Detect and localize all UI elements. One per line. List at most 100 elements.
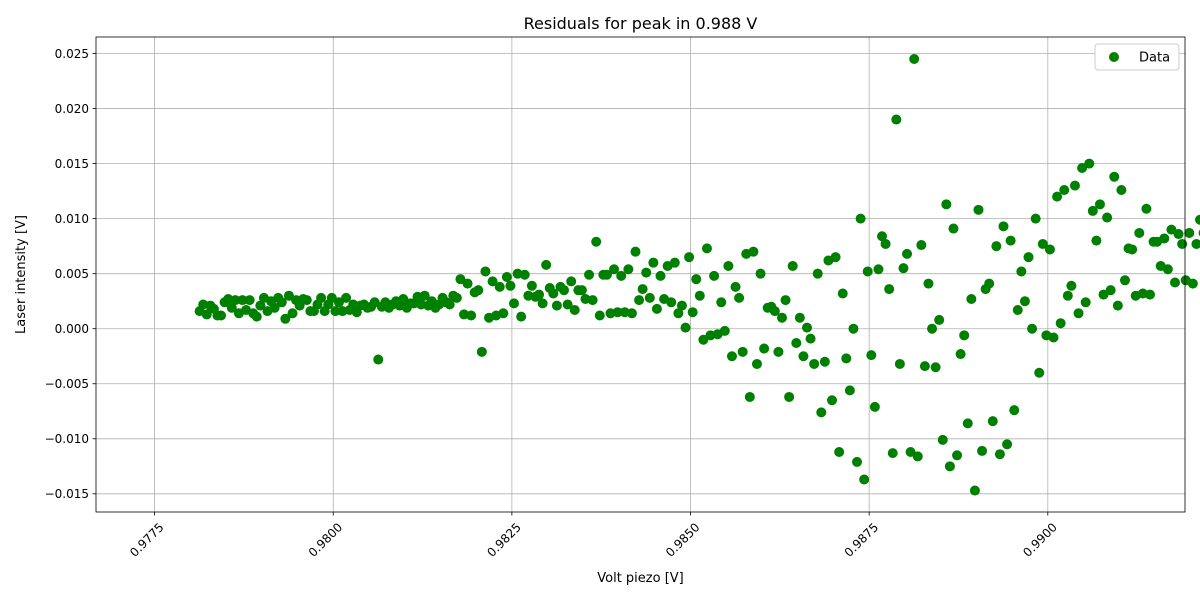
data-point — [591, 236, 602, 247]
data-point — [841, 353, 852, 364]
data-point — [1191, 238, 1200, 249]
data-point — [548, 288, 559, 299]
data-point — [1112, 300, 1123, 311]
data-point — [730, 281, 741, 292]
data-point — [984, 278, 995, 289]
data-point — [1173, 229, 1184, 240]
data-point — [1141, 203, 1152, 214]
data-point — [902, 248, 913, 259]
data-point — [773, 346, 784, 357]
data-point — [1073, 308, 1084, 319]
data-point — [848, 323, 859, 334]
y-tick-label: 0.015 — [55, 157, 89, 171]
data-point — [1027, 323, 1038, 334]
data-point — [780, 295, 791, 306]
data-point — [1030, 213, 1041, 224]
data-point — [476, 346, 487, 357]
data-point — [791, 338, 802, 349]
data-point — [498, 308, 509, 319]
data-point — [744, 391, 755, 402]
data-point — [898, 263, 909, 274]
data-point — [680, 322, 691, 333]
data-point — [830, 252, 841, 263]
data-point — [569, 305, 580, 316]
legend-label-data: Data — [1139, 51, 1170, 66]
data-point — [566, 276, 577, 287]
data-point — [866, 350, 877, 361]
data-point — [759, 343, 770, 354]
data-point — [687, 307, 698, 318]
data-point — [719, 325, 730, 336]
y-tick-label: 0.010 — [55, 212, 89, 226]
data-point — [1012, 305, 1023, 316]
data-point — [1144, 289, 1155, 300]
data-point — [473, 285, 484, 296]
data-point — [884, 284, 895, 295]
data-point — [894, 358, 905, 369]
data-point — [991, 241, 1002, 252]
x-tick-label: 0.9800 — [306, 520, 346, 560]
data-point — [701, 243, 712, 254]
data-point — [501, 271, 512, 282]
data-point — [834, 447, 845, 458]
y-tick-label: −0.005 — [45, 377, 89, 391]
data-point — [251, 311, 262, 322]
data-point — [1019, 296, 1030, 307]
data-point — [612, 307, 623, 318]
data-point — [837, 288, 848, 299]
data-point — [526, 280, 537, 291]
data-point — [637, 284, 648, 295]
data-point — [944, 461, 955, 472]
data-point — [1052, 191, 1063, 202]
y-tick-label: 0.000 — [55, 322, 89, 336]
y-tick-label: 0.025 — [55, 47, 89, 61]
data-point — [1069, 180, 1080, 191]
data-point — [1087, 205, 1098, 216]
data-point — [1002, 439, 1013, 450]
data-point — [1037, 238, 1048, 249]
data-point — [534, 289, 545, 300]
data-point — [955, 349, 966, 360]
data-point — [455, 274, 466, 285]
data-point — [909, 54, 920, 65]
data-point — [466, 310, 477, 321]
data-point — [341, 292, 352, 303]
data-point — [398, 293, 409, 304]
data-point — [966, 293, 977, 304]
data-point — [769, 306, 780, 317]
data-point — [1005, 235, 1016, 246]
y-tick-label: −0.010 — [45, 432, 89, 446]
data-points — [194, 54, 1200, 496]
data-point — [623, 264, 634, 275]
x-tick-label: 0.9900 — [1020, 520, 1060, 560]
data-point — [516, 311, 527, 322]
data-point — [487, 276, 498, 287]
data-point — [369, 297, 380, 308]
data-point — [794, 312, 805, 323]
data-point — [948, 223, 959, 234]
data-point — [751, 358, 762, 369]
data-point — [562, 299, 573, 310]
data-point — [541, 259, 552, 270]
plot-area-frame — [95, 36, 1186, 513]
data-point — [244, 295, 255, 306]
data-point — [462, 278, 473, 289]
data-point — [255, 300, 266, 311]
data-point — [584, 269, 595, 280]
data-point — [1023, 252, 1034, 263]
data-point — [952, 450, 963, 461]
data-point — [594, 310, 605, 321]
data-point — [1098, 289, 1109, 300]
x-tick-label: 0.9775 — [127, 520, 167, 560]
data-point — [301, 295, 312, 306]
data-point — [912, 451, 923, 462]
legend: Data — [1094, 43, 1180, 71]
data-point — [1184, 227, 1195, 238]
data-point — [916, 240, 927, 251]
y-axis-ticks: −0.015 −0.010 −0.005 0.000 0.005 0.010 0.015 0.… — [45, 47, 96, 501]
data-point — [1034, 367, 1045, 378]
data-point — [880, 238, 891, 249]
data-point — [977, 445, 988, 456]
data-point — [755, 268, 766, 279]
data-point — [798, 351, 809, 362]
